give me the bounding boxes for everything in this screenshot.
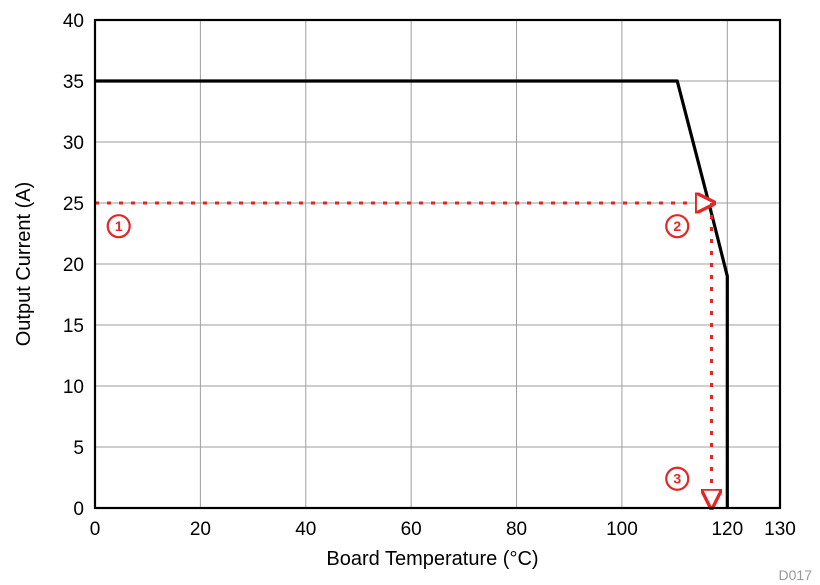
x-tick-label: 120 (711, 519, 743, 540)
x-tick-label: 80 (506, 519, 527, 540)
callout-marker: 1 (106, 214, 131, 239)
callout-number: 2 (673, 218, 681, 234)
y-tick-label: 20 (63, 255, 84, 276)
figure-id: D017 (779, 567, 813, 583)
x-tick-label: 20 (190, 519, 211, 540)
y-tick-label: 35 (63, 72, 84, 93)
callout-number: 1 (115, 218, 123, 234)
y-tick-label: 25 (63, 194, 84, 215)
y-tick-label: 5 (73, 438, 84, 459)
x-tick-label: 130 (764, 519, 796, 540)
annotation-layer (95, 203, 714, 508)
y-tick-label: 15 (63, 316, 84, 337)
callout-number: 3 (673, 471, 681, 487)
x-tick-label: 60 (401, 519, 422, 540)
x-tick-labels: 0 20 40 60 80 100 120 130 (90, 519, 796, 540)
callout-marker: 2 (665, 214, 690, 239)
x-axis-label: Board Temperature (°C) (326, 548, 538, 570)
y-axis-label: Output Current (A) (13, 182, 35, 347)
callout-circle (665, 214, 690, 239)
x-tick-label: 0 (90, 519, 101, 540)
callout-markers: 1 2 3 (106, 214, 690, 491)
y-tick-label: 10 (63, 377, 84, 398)
callout-marker: 3 (665, 466, 690, 491)
x-tick-label: 40 (295, 519, 316, 540)
x-tick-label: 100 (606, 519, 638, 540)
y-tick-label: 30 (63, 133, 84, 154)
plot-frame (93, 18, 782, 510)
callout-circle (106, 214, 131, 239)
callout-circle (665, 466, 690, 491)
y-tick-label: 40 (63, 11, 84, 32)
y-tick-label: 0 (73, 499, 84, 520)
y-tick-labels: 0 5 10 15 20 25 30 35 40 (63, 11, 84, 520)
grid-lines (95, 20, 780, 508)
